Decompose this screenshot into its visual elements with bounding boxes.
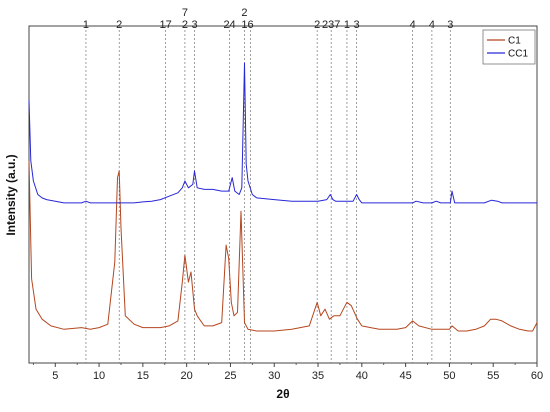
legend-box [482, 29, 536, 65]
peak-guide-lines [85, 26, 451, 363]
series-line-c1 [28, 160, 538, 332]
peak-label: 6 [248, 19, 254, 31]
peak-label: 3 [191, 19, 197, 31]
x-tick-label: 10 [93, 370, 105, 382]
x-tick-label: 45 [399, 370, 411, 382]
peak-label: 1 [344, 19, 350, 31]
peak-label: 4 [410, 19, 416, 31]
peak-label: 2 [116, 19, 122, 31]
y-axis-title: Intensity (a.u.) [4, 154, 18, 235]
series-layer [28, 62, 538, 332]
x-tick-label: 50 [443, 370, 455, 382]
peak-label: 24 [223, 19, 235, 31]
legend-label-cc1: CC1 [508, 49, 528, 60]
x-tick-label: 60 [531, 370, 543, 382]
peak-label: 3 [354, 19, 360, 31]
x-tick-label: 15 [137, 370, 149, 382]
plot-frame [28, 25, 538, 364]
peak-label: 3 [447, 19, 453, 31]
peak-label: 17 [160, 19, 172, 31]
x-tick-label: 5 [52, 370, 58, 382]
peak-label: 237 [322, 19, 340, 31]
x-tick-label: 55 [487, 370, 499, 382]
x-tick-label: 30 [268, 370, 280, 382]
legend-label-c1: C1 [508, 36, 521, 47]
x-tick-label: 35 [312, 370, 324, 382]
x-axis-ticks: 5 10 15 20 25 30 35 40 45 50 55 60 [32, 363, 543, 382]
x-axis-title: 2θ [276, 387, 289, 401]
peak-labels: 1 2 177 2 3 242 1 6 2 237 1 3 4 4 3 [83, 7, 453, 31]
peak-label: 2 [314, 19, 320, 31]
peak-label: 4 [429, 19, 435, 31]
x-tick-label: 40 [356, 370, 368, 382]
series-line-cc1 [28, 62, 537, 204]
x-tick-label: 25 [224, 370, 236, 382]
peak-label: 1 [83, 19, 89, 31]
x-tick-label: 20 [181, 370, 193, 382]
